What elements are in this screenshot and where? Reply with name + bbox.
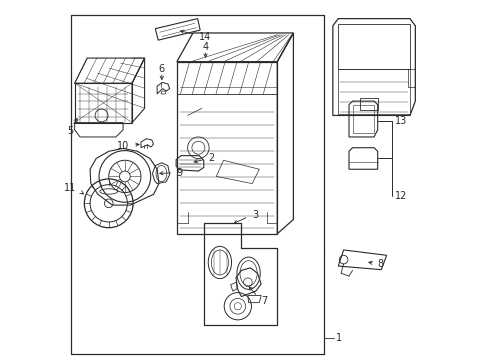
Text: 5: 5 [67, 126, 73, 135]
Text: 1: 1 [336, 333, 342, 343]
Text: 12: 12 [395, 191, 407, 201]
Text: 7: 7 [261, 296, 268, 306]
Text: 4: 4 [202, 42, 209, 51]
Text: 8: 8 [378, 259, 384, 269]
Text: 6: 6 [159, 64, 165, 74]
Text: 2: 2 [208, 153, 215, 163]
Text: 11: 11 [64, 183, 76, 193]
Text: 3: 3 [252, 210, 258, 220]
Text: 13: 13 [395, 116, 407, 126]
Text: 9: 9 [176, 168, 182, 178]
Text: 10: 10 [117, 140, 129, 150]
Bar [353, 105, 374, 134]
Text: 14: 14 [199, 32, 211, 41]
